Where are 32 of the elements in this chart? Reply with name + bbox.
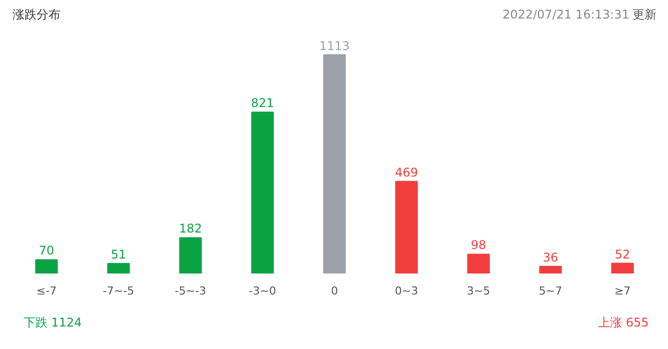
data-label: 51 [110,247,126,262]
text: 下跌 1124 [23,316,82,330]
x-tick-label: 5~7 [538,284,562,298]
x-tick-label: ≥7 [614,284,631,298]
chart-subtitle: 2022/07/21 16:13:31 [502,8,630,22]
bar [467,254,490,274]
x-tick-label: 0 [331,284,338,298]
bar [179,237,202,274]
bar [35,259,58,274]
data-label: 70 [38,244,54,258]
x-tick-label: -7~-5 [102,284,134,298]
data-label: 52 [614,247,630,262]
data-label: 821 [251,96,274,110]
x-tick-label: -5~-3 [174,284,206,298]
bar [611,262,634,274]
x-tick-label: 0~3 [394,284,418,298]
data-label: 36 [542,250,558,264]
data-label: 98 [470,238,486,252]
x-tick-label: ≤-7 [36,284,57,298]
bar [323,54,346,274]
data-label: 182 [179,222,202,236]
data-label: 1113 [319,38,350,53]
bar [251,112,274,274]
chart-title: 涨跌分布 [12,8,60,22]
bar [539,266,562,274]
x-tick-label: -3~0 [248,284,276,298]
data-label: 469 [395,165,418,180]
bar [107,262,130,274]
bar [395,180,418,274]
text: 上涨 655 [598,316,649,330]
x-tick-label: 3~5 [466,284,490,298]
text: 更新 [632,8,657,22]
